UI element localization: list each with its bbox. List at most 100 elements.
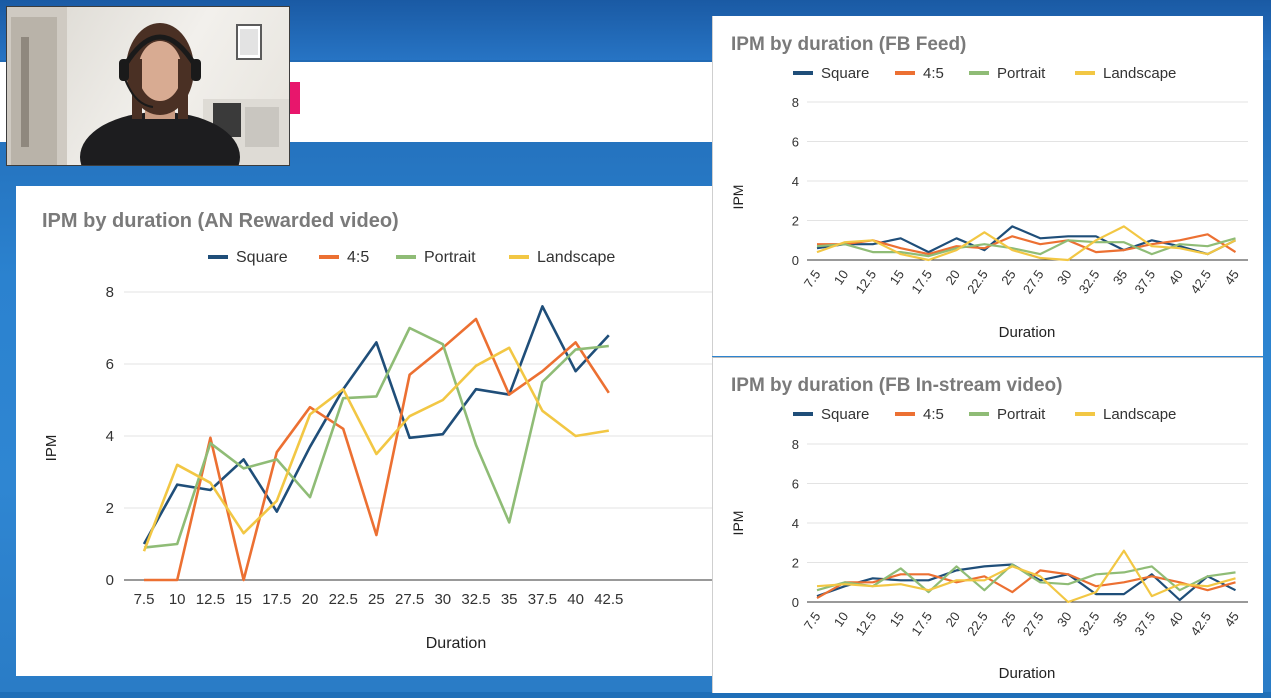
series-line-portrait [816,237,1236,258]
x-tick-label: 7.5 [134,591,155,608]
legend-swatch [509,255,529,259]
y-tick-label: 2 [792,214,799,229]
x-tick-label: 37.5 [1131,267,1158,296]
x-tick-label: 10 [831,267,852,287]
x-tick-label: 37.5 [1131,609,1158,638]
x-axis-label: Duration [999,324,1056,341]
series-line-45 [144,317,610,582]
y-axis-label: IPM [43,435,60,462]
legend-swatch [895,412,915,416]
x-tick-label: 15 [887,609,908,629]
series-line-45 [817,233,1237,256]
chart-panel-fb-feed: IPM by duration (FB Feed) Square 4:5 Portr… [712,16,1263,356]
x-tick-label: 7.5 [801,609,824,632]
x-tick-label: 22.5 [964,267,991,296]
webcam-feed [6,6,290,166]
legend-label: Square [821,65,869,82]
x-tick-label: 32.5 [1076,609,1103,638]
legend-swatch [793,412,813,416]
x-tick-label: 25 [998,267,1019,287]
y-tick-label: 8 [792,437,799,452]
x-tick-label: 45 [1221,609,1242,629]
legend-swatch [1075,412,1095,416]
legend-label: 4:5 [347,249,369,266]
x-tick-label: 15 [887,267,908,287]
legend-label: Landscape [537,249,615,266]
x-tick-label: 35 [501,591,518,608]
x-tick-label: 12.5 [196,591,225,608]
x-tick-label: 42.5 [1187,267,1214,296]
legend-swatch [1075,71,1095,75]
y-tick-label: 6 [792,135,799,150]
legend-label: Portrait [424,249,476,266]
x-tick-label: 10 [169,591,186,608]
x-tick-label: 27.5 [395,591,424,608]
x-tick-label: 45 [1221,267,1242,287]
chart-fb-feed: IPM by duration (FB Feed) Square 4:5 Portr… [730,34,1248,341]
chart-fb-instream-video: IPM by duration (FB In-stream video) Squ… [730,375,1248,682]
x-axis-label: Duration [999,665,1056,682]
y-tick-label: 0 [792,595,799,610]
legend-label: Landscape [1103,406,1176,423]
series-line-landscape [816,225,1236,262]
y-tick-label: 4 [792,516,799,531]
legend-swatch [319,255,339,259]
x-tick-label: 30 [1054,609,1075,629]
legend-swatch [208,255,228,259]
y-tick-label: 8 [106,284,114,301]
x-tick-label: 42.5 [1187,609,1214,638]
x-tick-label: 30 [1054,267,1075,287]
series-line-portrait [143,326,609,549]
x-tick-label: 35 [1110,609,1131,629]
chart-panel-an-rewarded: IPM by duration (AN Rewarded video) Squa… [16,186,712,676]
x-tick-label: 12.5 [852,267,879,296]
y-tick-label: 0 [106,572,114,589]
x-tick-label: 30 [434,591,451,608]
x-tick-label: 25 [998,609,1019,629]
y-tick-label: 6 [792,477,799,492]
y-tick-label: 2 [106,500,114,517]
y-tick-label: 4 [792,174,799,189]
x-tick-label: 27.5 [1020,609,1047,638]
legend-swatch [969,71,989,75]
y-tick-label: 6 [106,356,114,373]
chart-legend: Square 4:5 Portrait Landscape [793,406,1176,423]
legend-label: Square [821,406,869,423]
legend-swatch [793,71,813,75]
series-line-landscape [142,346,610,552]
legend-swatch [895,71,915,75]
legend-label: 4:5 [923,406,944,423]
x-tick-label: 32.5 [461,591,490,608]
x-tick-label: 37.5 [528,591,557,608]
legend-swatch [396,255,416,259]
x-tick-label: 22.5 [329,591,358,608]
series-line-landscape [816,549,1236,604]
x-tick-label: 10 [831,609,852,629]
y-tick-label: 2 [792,556,799,571]
legend-label: Landscape [1103,65,1176,82]
chart-legend: Square 4:5 Portrait Landscape [208,249,615,266]
chart-an-rewarded-video: IPM by duration (AN Rewarded video) Squa… [42,210,712,652]
x-tick-label: 17.5 [262,591,291,608]
x-tick-label: 7.5 [801,267,824,290]
y-axis-label: IPM [730,511,746,536]
x-tick-label: 40 [567,591,584,608]
x-tick-label: 12.5 [852,609,879,638]
x-tick-label: 25 [368,591,385,608]
chart-panel-fb-instream: IPM by duration (FB In-stream video) Squ… [712,357,1263,693]
accent-mark [288,82,300,114]
legend-swatch [969,412,989,416]
chart-title: IPM by duration (FB Feed) [731,34,966,55]
chart-legend: Square 4:5 Portrait Landscape [793,65,1176,82]
x-tick-label: 35 [1110,267,1131,287]
x-tick-label: 22.5 [964,609,991,638]
x-tick-label: 15 [235,591,252,608]
x-tick-label: 20 [302,591,319,608]
legend-label: Portrait [997,406,1046,423]
legend-label: Portrait [997,65,1046,82]
x-tick-label: 17.5 [908,609,935,638]
series-line-portrait [816,563,1236,594]
x-tick-label: 20 [942,267,963,287]
x-tick-label: 42.5 [594,591,623,608]
x-tick-label: 40 [1166,267,1187,287]
